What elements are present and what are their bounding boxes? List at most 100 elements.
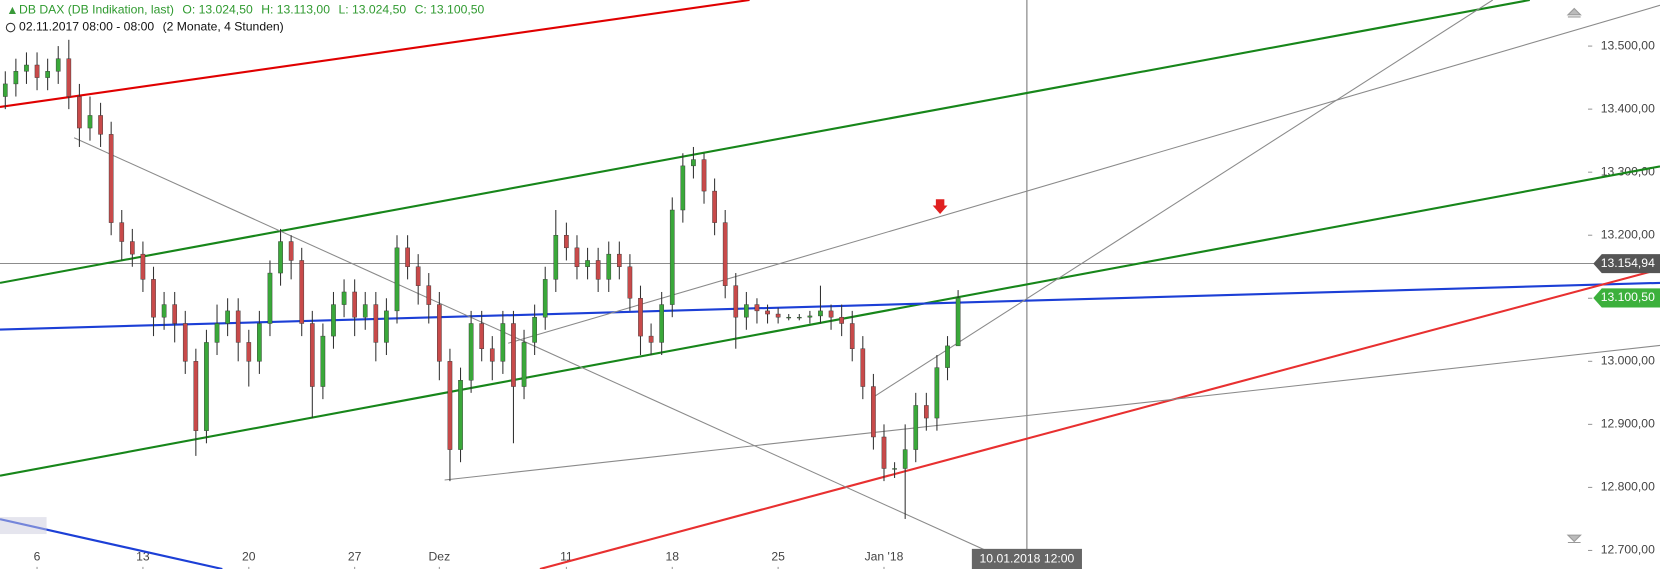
candle-body [352, 291, 357, 318]
candle-body [659, 304, 664, 343]
candle-body [616, 253, 622, 267]
candle-body [130, 241, 135, 255]
y-tick-label: 12.700,00 [1601, 543, 1655, 557]
candle-body [796, 316, 802, 319]
candle-body [172, 304, 178, 324]
y-tick-label: 12.800,00 [1601, 480, 1655, 494]
candle-body [521, 342, 527, 387]
candle-body [553, 235, 559, 280]
y-tick-label: 13.400,00 [1601, 101, 1655, 115]
candle-body [606, 253, 612, 280]
candle-body [574, 247, 580, 267]
scroll-down[interactable] [1566, 534, 1582, 544]
trend-line [539, 268, 1660, 569]
x-tick-label: 25 [771, 550, 785, 564]
trend-line [0, 0, 1530, 284]
candle-body [500, 323, 506, 362]
price-label: 13.100,50 [1601, 290, 1655, 304]
candle-body [479, 323, 485, 349]
candle-body [225, 310, 230, 324]
candle-body [66, 58, 72, 97]
candle-body [320, 335, 326, 387]
candle-body [426, 285, 432, 305]
trend-line [0, 165, 1660, 477]
candle-body [489, 348, 495, 362]
candle-body [405, 247, 410, 267]
candle-body [87, 115, 93, 129]
candle-body [299, 260, 305, 324]
y-tick-label: 13.500,00 [1601, 38, 1655, 52]
candle-body [627, 266, 633, 299]
candle-body [924, 405, 929, 419]
candle-body [818, 310, 823, 317]
candle-body [108, 134, 114, 223]
candle-body [384, 310, 389, 343]
trend-line [0, 281, 1660, 331]
candle-body [415, 266, 421, 286]
scroll-up[interactable] [1566, 7, 1582, 18]
candle-body [638, 298, 643, 337]
candle-body [955, 297, 961, 347]
candle-body [542, 279, 548, 318]
x-tick-label: 6 [34, 550, 41, 564]
candle-body [447, 361, 453, 450]
close-label: C: 13.100,50 [415, 3, 485, 17]
candle-body [680, 165, 686, 211]
price-label-box [1593, 254, 1660, 274]
candle-body [98, 115, 103, 135]
candle-body [881, 436, 887, 469]
candle-body [913, 405, 919, 450]
candle-body [892, 468, 897, 470]
candle-body [45, 71, 50, 78]
candle-body [214, 323, 220, 343]
candle-body [13, 71, 19, 85]
trend-line [508, 4, 1660, 344]
candle-body [733, 285, 739, 318]
candle-body [2, 83, 8, 97]
y-tick-label: 13.000,00 [1601, 354, 1655, 368]
alert-marker[interactable] [932, 199, 948, 215]
candle-body [257, 323, 262, 362]
crosshair-label-box [971, 548, 1082, 569]
candle-body [945, 345, 950, 368]
candle-body [754, 304, 760, 312]
header-line-2: 02.11.2017 08:00 - 08:00 (2 Monate, 4 Stu… [19, 20, 284, 34]
open-label: O: 13.024,50 [182, 3, 253, 17]
candle-body [564, 235, 569, 249]
candle-body [373, 304, 379, 343]
candle-body [532, 316, 537, 343]
candle-body [34, 64, 40, 78]
range: (2 Monate, 4 Stunden) [163, 20, 284, 34]
nav-button[interactable] [0, 517, 47, 535]
candle-body [712, 190, 717, 223]
candle-body [775, 313, 781, 318]
candle-body [204, 342, 209, 431]
candle-body [786, 316, 792, 319]
candle-body [648, 335, 654, 343]
candle-body [701, 159, 707, 192]
x-tick-label: 27 [348, 550, 362, 564]
candle-body [182, 323, 188, 362]
candle-body [394, 247, 400, 312]
candle-body [341, 291, 347, 305]
candle-body [722, 222, 728, 286]
candle-body [849, 323, 855, 349]
x-tick-label: Dez [429, 550, 451, 564]
period: 02.11.2017 08:00 - 08:00 [19, 20, 154, 34]
candle-body [77, 96, 82, 129]
candle-body [362, 304, 368, 318]
candle-body [24, 64, 29, 72]
candle-body [331, 304, 336, 337]
price-label-box [1593, 288, 1660, 308]
crosshair-label: 10.01.2018 12:00 [980, 552, 1075, 566]
candle-body [765, 310, 770, 315]
candle-body [278, 241, 283, 274]
logo: ▲ [6, 3, 18, 17]
candle-body [267, 272, 273, 324]
instrument: DB DAX (DB Indikation, last) [19, 3, 174, 17]
high-label: H: 13.113,00 [261, 3, 330, 17]
candle-body [193, 361, 199, 431]
